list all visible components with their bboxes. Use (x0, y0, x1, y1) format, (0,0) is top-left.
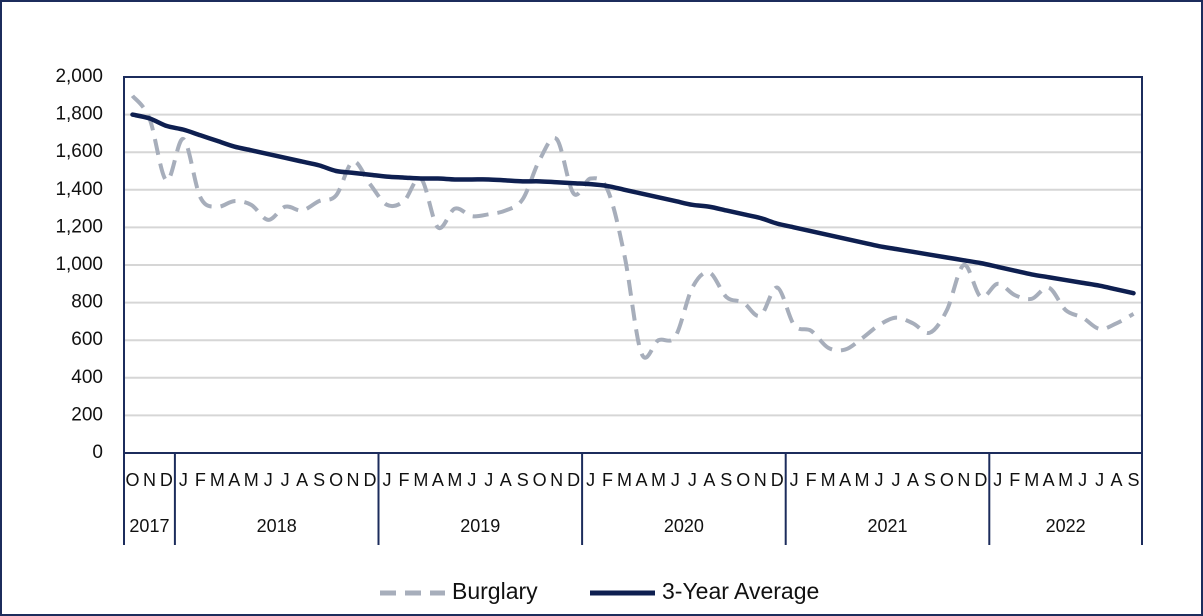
x-tick-label: S (1128, 470, 1140, 490)
x-tick-label: N (550, 470, 563, 490)
y-tick-label: 400 (71, 367, 103, 388)
x-tick-label: F (602, 470, 613, 490)
x-tick-label: J (484, 470, 493, 490)
y-tick-label: 1,400 (55, 179, 103, 200)
x-tick-label: A (228, 470, 240, 490)
x-tick-label: S (720, 470, 732, 490)
x-tick-label: O (736, 470, 750, 490)
plot-border (123, 76, 1143, 454)
x-tick-label: M (413, 470, 428, 490)
x-tick-label: M (855, 470, 870, 490)
x-tick-label: M (210, 470, 225, 490)
x-tick-label: M (1024, 470, 1039, 490)
x-tick-label: A (1111, 470, 1123, 490)
x-tick-label: D (567, 470, 580, 490)
x-tick-label: S (924, 470, 936, 490)
x-tick-label: F (398, 470, 409, 490)
x-tick-label: A (907, 470, 919, 490)
y-tick-label: 600 (71, 329, 103, 350)
x-tick-label: J (671, 470, 680, 490)
x-tick-label: M (821, 470, 836, 490)
x-tick-label: J (281, 470, 290, 490)
x-tick-label: A (635, 470, 647, 490)
x-tick-label: O (329, 470, 343, 490)
y-tick-label: 1,800 (55, 104, 103, 125)
x-tick-label: N (143, 470, 156, 490)
series-line (130, 112, 1136, 296)
x-tick-label: J (382, 470, 391, 490)
year-label: 2017 (129, 516, 169, 536)
year-label: 2022 (1046, 516, 1086, 536)
x-tick-label: A (1043, 470, 1055, 490)
x-tick-label: J (264, 470, 273, 490)
x-tick-label: F (806, 470, 817, 490)
year-label: 2020 (664, 516, 704, 536)
x-tick-label: J (993, 470, 1002, 490)
x-tick-label: A (296, 470, 308, 490)
x-tick-label: A (703, 470, 715, 490)
x-tick-label: A (839, 470, 851, 490)
x-tick-label: M (1058, 470, 1073, 490)
x-tick-label: F (1009, 470, 1020, 490)
x-tick-label: M (617, 470, 632, 490)
y-tick-label: 0 (92, 442, 103, 463)
y-tick-label: 200 (71, 404, 103, 425)
x-tick-label: N (957, 470, 970, 490)
year-label: 2019 (460, 516, 500, 536)
x-tick-label: N (754, 470, 767, 490)
x-tick-label: M (244, 470, 259, 490)
x-tick-label: J (790, 470, 799, 490)
x-tick-label: J (688, 470, 697, 490)
y-tick-label: 1,000 (55, 254, 103, 275)
legend-label: Burglary (452, 578, 538, 604)
x-tick-label: J (891, 470, 900, 490)
x-tick-label: M (651, 470, 666, 490)
year-label: 2021 (867, 516, 907, 536)
x-tick-label: J (1095, 470, 1104, 490)
x-tick-label: D (974, 470, 987, 490)
x-tick-label: A (432, 470, 444, 490)
legend-label: 3-Year Average (662, 578, 819, 604)
x-tick-label: F (195, 470, 206, 490)
x-tick-label: J (467, 470, 476, 490)
y-tick-label: 800 (71, 292, 103, 313)
x-tick-label: O (125, 470, 139, 490)
x-tick-label: D (160, 470, 173, 490)
y-tick-label: 2,000 (55, 66, 103, 87)
x-tick-label: J (875, 470, 884, 490)
x-tick-label: J (1078, 470, 1087, 490)
x-tick-label: D (771, 470, 784, 490)
x-tick-label: N (347, 470, 360, 490)
x-tick-label: J (179, 470, 188, 490)
series-line (130, 94, 1135, 360)
x-tick-label: A (500, 470, 512, 490)
x-tick-label: O (533, 470, 547, 490)
x-tick-label: D (364, 470, 377, 490)
y-tick-label: 1,200 (55, 216, 103, 237)
x-tick-label: O (940, 470, 954, 490)
year-label: 2018 (257, 516, 297, 536)
x-tick-label: S (517, 470, 529, 490)
y-tick-label: 1,600 (55, 141, 103, 162)
x-tick-label: M (447, 470, 462, 490)
x-tick-label: J (586, 470, 595, 490)
x-tick-label: S (313, 470, 325, 490)
